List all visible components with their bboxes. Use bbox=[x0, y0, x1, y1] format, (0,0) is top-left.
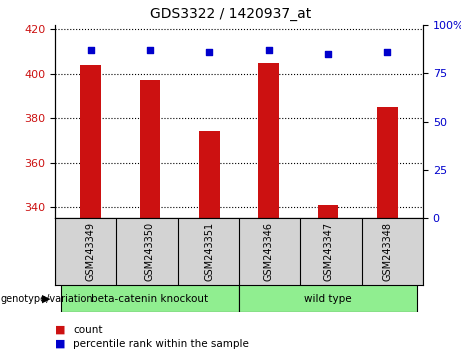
Text: GSM243347: GSM243347 bbox=[323, 222, 333, 281]
Text: GSM243350: GSM243350 bbox=[145, 222, 155, 281]
Text: GDS3322 / 1420937_at: GDS3322 / 1420937_at bbox=[150, 7, 311, 22]
Bar bbox=[199, 131, 220, 218]
Point bbox=[87, 47, 95, 53]
Point bbox=[384, 49, 391, 55]
Text: beta-catenin knockout: beta-catenin knockout bbox=[91, 293, 208, 303]
FancyBboxPatch shape bbox=[239, 285, 417, 312]
Text: wild type: wild type bbox=[304, 293, 352, 303]
Point bbox=[265, 47, 272, 53]
Text: GSM243346: GSM243346 bbox=[264, 222, 274, 281]
Point bbox=[146, 47, 154, 53]
Text: count: count bbox=[73, 325, 103, 335]
Text: GSM243349: GSM243349 bbox=[86, 222, 95, 281]
Bar bbox=[258, 63, 279, 218]
Bar bbox=[377, 107, 398, 218]
Text: ■: ■ bbox=[55, 339, 65, 349]
Bar bbox=[80, 65, 101, 218]
Text: genotype/variation: genotype/variation bbox=[1, 293, 94, 303]
Text: ■: ■ bbox=[55, 325, 65, 335]
Text: ▶: ▶ bbox=[41, 293, 50, 303]
Text: GSM243348: GSM243348 bbox=[382, 222, 392, 281]
Point bbox=[206, 49, 213, 55]
Bar bbox=[140, 80, 160, 218]
Bar bbox=[318, 205, 338, 218]
Text: GSM243351: GSM243351 bbox=[204, 222, 214, 281]
Text: percentile rank within the sample: percentile rank within the sample bbox=[73, 339, 249, 349]
Point bbox=[325, 51, 332, 57]
FancyBboxPatch shape bbox=[61, 285, 239, 312]
